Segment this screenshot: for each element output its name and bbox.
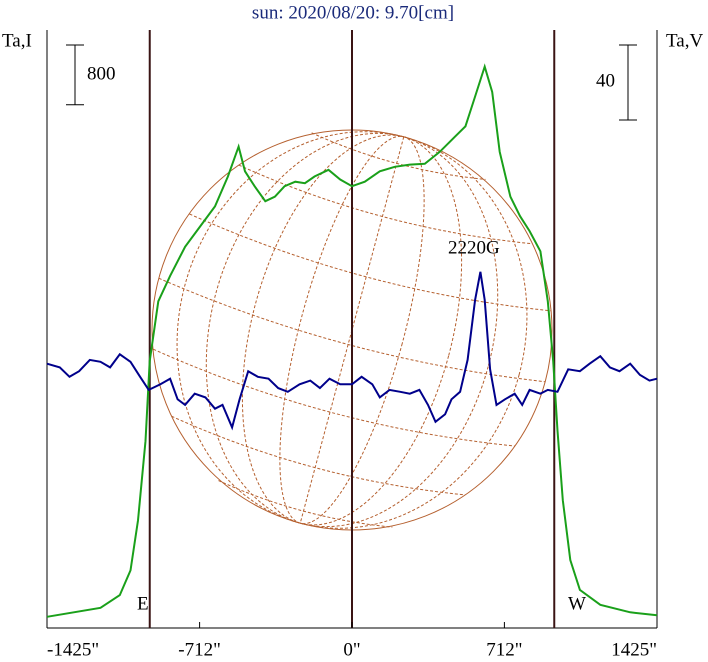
chart-title: sun: 2020/08/20: 9.70[cm] bbox=[252, 2, 454, 23]
series-line bbox=[46, 63, 658, 618]
y-axis-label: Ta,I bbox=[2, 30, 32, 51]
annotation: 2220G bbox=[448, 237, 500, 258]
x-tick-label: 1425" bbox=[611, 639, 657, 660]
limb-label: E bbox=[137, 593, 149, 614]
x-tick-label: -1425" bbox=[47, 639, 99, 660]
x-tick-label: 712" bbox=[486, 639, 522, 660]
x-tick-label: -712" bbox=[178, 639, 221, 660]
y2-axis-label: Ta,V bbox=[666, 30, 703, 51]
limb-label: W bbox=[568, 593, 586, 614]
series-line bbox=[46, 271, 658, 431]
scale-bar-label: 40 bbox=[596, 70, 615, 91]
x-tick-label: 0" bbox=[343, 639, 360, 660]
scale-bar-label: 800 bbox=[87, 63, 116, 84]
